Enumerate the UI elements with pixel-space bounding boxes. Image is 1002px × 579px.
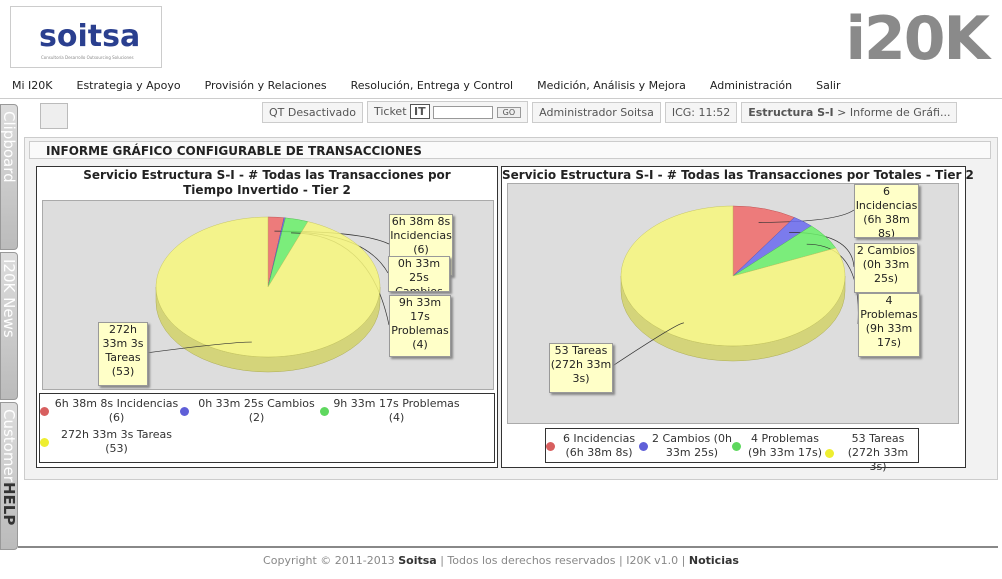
pie — [610, 205, 859, 368]
legend-label: 6 Incidencias (6h 38m 8s) — [562, 432, 636, 459]
leader-line — [610, 322, 684, 368]
data-label: 53 Tareas (272h 33m 3s) — [549, 343, 613, 393]
legend-swatch — [825, 448, 834, 458]
ticket-label: Ticket — [373, 105, 407, 119]
logo-tagline: Consultoría Desarrollo Outsourcing Soluc… — [41, 55, 134, 60]
side-tab[interactable]: Customer HELP — [0, 402, 18, 550]
rights: | Todos los derechos reservados | I20K v… — [440, 554, 686, 567]
legend-swatch — [732, 441, 741, 451]
side-tab-label: HELP — [0, 481, 18, 526]
side-tab[interactable]: Clipboard — [0, 104, 18, 250]
chart-box: Servicio Estructura S-I - # Todas las Tr… — [36, 166, 498, 468]
plot-area: 6h 38m 8s Incidencias (6) 0h 33m 25s Camb… — [42, 200, 494, 390]
filter-button[interactable] — [40, 103, 68, 129]
menu-item[interactable]: Salir — [816, 78, 841, 92]
chart-title: Servicio Estructura S-I - # Todas las Tr… — [502, 168, 974, 182]
legend-item[interactable]: 272h 33m 3s Tareas (53) — [40, 428, 180, 456]
pie-slice — [155, 216, 381, 358]
chart-title: Servicio Estructura S-I - # Todas las Tr… — [83, 168, 451, 197]
ticket-box: Ticket IT GO — [366, 101, 529, 123]
menu-item[interactable]: Medición, Análisis y Mejora — [537, 78, 686, 92]
menu-item[interactable]: Estrategia y Apoyo — [76, 78, 181, 92]
news-link[interactable]: Noticias — [688, 554, 739, 567]
menu-item[interactable]: Administración — [709, 78, 793, 92]
legend-swatch — [320, 406, 329, 416]
data-label: 4 Problemas (9h 33m 17s) — [858, 293, 920, 357]
legend-item[interactable]: 6h 38m 8s Incidencias (6) — [40, 397, 180, 425]
pie — [145, 216, 390, 373]
breadcrumb-current[interactable]: Estructura S-I — [748, 105, 834, 119]
side-tab-label: Clipboard — [0, 111, 18, 183]
pie-slice — [620, 205, 846, 347]
footer-rule — [18, 546, 998, 548]
brand: i20K — [845, 4, 990, 74]
data-label: 9h 33m 17s Problemas (4) — [389, 295, 451, 357]
menu-item[interactable]: Resolución, Entrega y Control — [350, 78, 514, 92]
legend-swatch — [40, 437, 49, 447]
legend-item[interactable]: 4 Problemas (9h 33m 17s) — [732, 432, 825, 460]
logo-box[interactable]: soitsa Consultoría Desarrollo Outsourcin… — [10, 6, 162, 68]
breadcrumb: Estructura S-I > Informe de Gráfi... — [741, 101, 958, 123]
menu-item[interactable]: Provisión y Relaciones — [204, 78, 327, 92]
legend-label: 6h 38m 8s Incidencias (6) — [54, 397, 179, 424]
ticket-type[interactable]: IT — [410, 104, 430, 120]
data-label: 272h 33m 3s Tareas (53) — [98, 322, 148, 386]
legend-label: 2 Cambios (0h 33m 25s) — [652, 432, 732, 459]
user[interactable]: Administrador Soitsa — [532, 101, 661, 123]
qt-status[interactable]: QT Desactivado — [262, 101, 363, 123]
legend-item[interactable]: 2 Cambios (0h 33m 25s) — [639, 432, 732, 460]
legend: 6h 38m 8s Incidencias (6) 0h 33m 25s Camb… — [39, 393, 495, 463]
icg: ICG: 11:52 — [664, 101, 738, 123]
legend-label: 0h 33m 25s Cambios (2) — [198, 397, 315, 424]
leader-line — [758, 209, 855, 223]
legend-label: 4 Problemas (9h 33m 17s) — [748, 432, 822, 459]
legend-label: 272h 33m 3s Tareas (53) — [60, 428, 173, 455]
data-label: 2 Cambios (0h 33m 25s) — [854, 243, 918, 293]
go-button[interactable]: GO — [496, 107, 522, 119]
legend-item[interactable]: 6 Incidencias (6h 38m 8s) — [546, 432, 639, 460]
toolbar: QT Desactivado Ticket IT GO Administrado… — [262, 101, 992, 123]
legend-item[interactable]: 9h 33m 17s Problemas (4) — [320, 397, 460, 425]
copyright: Copyright © 2011-2013 — [263, 554, 395, 567]
data-label: 6 Incidencias (6h 38m 8s) — [854, 184, 919, 238]
company[interactable]: Soitsa — [398, 554, 437, 567]
plot-area: 6 Incidencias (6h 38m 8s) 2 Cambios (0h 3… — [507, 183, 959, 424]
leader-line — [145, 341, 252, 354]
logo: soitsa — [39, 19, 141, 54]
legend-swatch — [546, 441, 555, 451]
side-tab-label: I20K News — [0, 259, 18, 338]
menu-bar: Mi I20K Estrategia y Apoyo Provisión y Rel… — [0, 72, 1002, 99]
side-tab[interactable]: I20K News — [0, 252, 18, 400]
side-tab-label: Customer — [0, 409, 18, 482]
footer: Copyright © 2011-2013 Soitsa | Todos los… — [0, 554, 1002, 567]
breadcrumb-rest: > Informe de Gráfi... — [837, 105, 951, 119]
panel-title: INFORME GRÁFICO CONFIGURABLE DE TRANSACC… — [29, 141, 991, 159]
data-label: 0h 33m 25s Cambios (2) — [388, 256, 450, 292]
legend-swatch — [40, 406, 49, 416]
legend-swatch — [180, 406, 189, 416]
legend-item[interactable]: 0h 33m 25s Cambios (2) — [180, 397, 320, 425]
ticket-input[interactable] — [433, 105, 494, 119]
legend-swatch — [639, 441, 648, 451]
legend: 6 Incidencias (6h 38m 8s) 2 Cambios (0h 3… — [545, 428, 919, 473]
legend-label: 9h 33m 17s Problemas (4) — [333, 397, 460, 424]
legend-label: 53 Tareas (272h 33m 3s) — [847, 432, 909, 473]
menu-item[interactable]: Mi I20K — [12, 78, 53, 92]
chart-box: Servicio Estructura S-I - # Todas las Tr… — [501, 166, 974, 473]
legend-item[interactable]: 53 Tareas (272h 33m 3s) — [825, 432, 918, 474]
